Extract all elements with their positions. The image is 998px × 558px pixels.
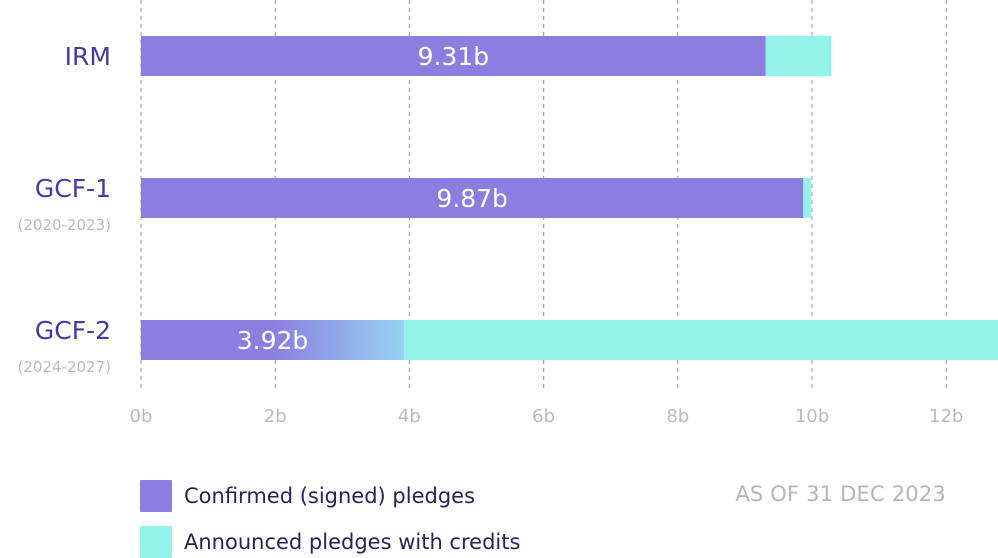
legend-label-confirmed: Confirmed (signed) pledges	[184, 484, 476, 508]
legend-swatch-confirmed	[140, 480, 172, 512]
x-tick-label: 6b	[532, 406, 555, 427]
category-label: IRM	[65, 42, 111, 71]
category-sublabel: (2024-2027)	[18, 358, 111, 376]
bar-announced	[404, 320, 998, 360]
bar-value-label: 3.92b	[237, 326, 309, 355]
legend-label-announced: Announced pledges with credits	[184, 530, 521, 554]
legend-swatch-announced	[140, 526, 172, 558]
x-tick-label: 10b	[795, 406, 829, 427]
bar-announced	[765, 36, 832, 76]
x-tick-label: 0b	[130, 406, 153, 427]
x-tick-label: 4b	[398, 406, 421, 427]
bar-value-label: 9.87b	[436, 184, 508, 213]
category-label: GCF-2	[35, 316, 111, 345]
bar-confirmed	[141, 36, 766, 76]
x-tick-label: 2b	[264, 406, 287, 427]
x-tick-label: 8b	[666, 406, 689, 427]
legend-item-confirmed: Confirmed (signed) pledges	[140, 480, 475, 512]
as-of-note: AS OF 31 DEC 2023	[735, 482, 946, 506]
bar-value-label: 9.31b	[418, 42, 490, 71]
legend-item-announced: Announced pledges with credits	[140, 526, 520, 558]
bar-confirmed	[141, 178, 804, 218]
category-sublabel: (2020-2023)	[18, 216, 111, 234]
bar-confirmed	[141, 320, 405, 360]
category-label: GCF-1	[35, 174, 111, 203]
bar-chart: 9.31b 9.87b 3.92b IRM GCF-1 (2020-2023) GCF-2…	[18, 0, 998, 427]
bar-announced	[803, 178, 812, 218]
x-tick-label: 12b	[929, 406, 963, 427]
